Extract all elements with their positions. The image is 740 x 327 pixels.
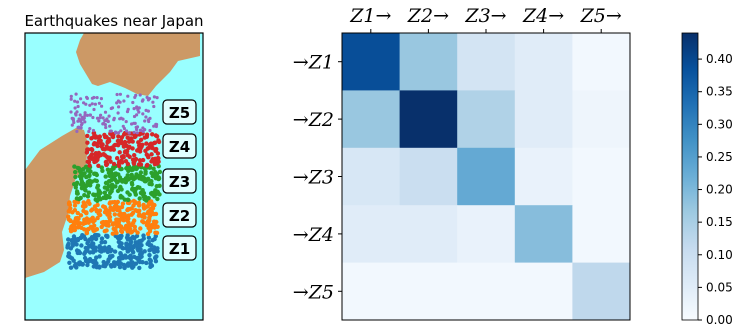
zone-label-box bbox=[162, 133, 197, 159]
zone-scatter bbox=[65, 92, 163, 271]
heatmap-cell-r4-c3 bbox=[457, 205, 516, 263]
zone-label-box bbox=[162, 235, 197, 261]
heatmap-cell-r2-c4 bbox=[514, 90, 573, 149]
zone-label-box bbox=[162, 202, 197, 228]
heatmap-cell-r2-c3 bbox=[457, 90, 516, 149]
map-land bbox=[25, 33, 200, 278]
heatmap-cell-r2-c5 bbox=[572, 90, 631, 149]
colorbar-tick-label: 0.05 bbox=[706, 280, 733, 294]
colorbar-tick-label: 0.00 bbox=[706, 313, 733, 327]
heatmap-cell-r3-c2 bbox=[399, 147, 458, 206]
heatmap-cell-r4-c5 bbox=[572, 205, 631, 263]
y-tick-label: →Z3 bbox=[293, 167, 334, 189]
zone-label: Z1 bbox=[169, 240, 190, 258]
x-tick-label: Z5→ bbox=[580, 5, 622, 27]
heatmap bbox=[341, 32, 631, 321]
heatmap-cell-r2-c1 bbox=[342, 90, 400, 149]
x-tick-label: Z1→ bbox=[349, 5, 391, 27]
map-title: Earthquakes near Japan bbox=[24, 12, 203, 30]
x-tick-label: Z2→ bbox=[407, 5, 449, 27]
colorbar-tick-label: 0.35 bbox=[706, 85, 733, 99]
zone-label: Z2 bbox=[169, 207, 190, 225]
heatmap-cell-r1-c4 bbox=[514, 33, 573, 91]
heatmap-cell-r1-c2 bbox=[399, 33, 458, 91]
map-panel: Z1 Z2 Z3 Z4 Z5 bbox=[24, 32, 204, 321]
heatmap-cell-r4-c4 bbox=[514, 205, 573, 263]
zone-label: Z5 bbox=[169, 104, 190, 122]
colorbar-tick-label: 0.25 bbox=[706, 150, 733, 164]
heatmap-cell-r3-c4 bbox=[514, 147, 573, 206]
heatmap-cell-r5-c2 bbox=[399, 262, 458, 321]
zone-labels: Z1 Z2 Z3 Z4 Z5 bbox=[162, 99, 197, 261]
colorbar bbox=[681, 32, 699, 321]
heatmap-cell-r3-c5 bbox=[572, 147, 631, 206]
heatmap-cell-r5-c3 bbox=[457, 262, 516, 321]
heatmap-cell-r2-c2 bbox=[399, 90, 458, 149]
map-frame bbox=[24, 32, 204, 321]
x-tick-label: Z4→ bbox=[522, 5, 564, 27]
colorbar-tick-label: 0.15 bbox=[706, 215, 733, 229]
heatmap-cell-r1-c1 bbox=[342, 33, 400, 91]
heatmap-cell-r1-c5 bbox=[572, 33, 631, 91]
colorbar-tick-label: 0.10 bbox=[706, 248, 733, 262]
heatmap-cell-r5-c4 bbox=[514, 262, 573, 321]
heatmap-cell-r3-c3 bbox=[457, 147, 516, 206]
x-tick-labels: Z1→ Z2→ Z3→ Z4→ Z5→ bbox=[349, 5, 622, 33]
colorbar-tick-label: 0.20 bbox=[706, 183, 733, 197]
heatmap-cell-r5-c1 bbox=[342, 262, 400, 321]
colorbar-tick-label: 0.30 bbox=[706, 117, 733, 131]
heatmap-cell-r5-c5 bbox=[572, 262, 631, 321]
zone-label: Z4 bbox=[169, 138, 190, 156]
y-tick-label: →Z1 bbox=[293, 52, 334, 74]
y-tick-label: →Z4 bbox=[293, 224, 334, 246]
x-tick-label: Z3→ bbox=[464, 5, 506, 27]
zone-label-box bbox=[162, 168, 197, 194]
heatmap-cell-r1-c3 bbox=[457, 33, 516, 91]
colorbar-tick-label: 0.40 bbox=[706, 52, 733, 66]
y-tick-labels: →Z1 →Z2 →Z3 →Z4 →Z5 bbox=[293, 52, 342, 303]
zone-label: Z3 bbox=[169, 173, 190, 191]
y-tick-label: →Z2 bbox=[293, 109, 334, 131]
y-tick-label: →Z5 bbox=[293, 281, 334, 303]
heatmap-cell-r3-c1 bbox=[342, 147, 400, 206]
zone-label-box bbox=[162, 99, 197, 125]
colorbar-ticks: 0.00 0.05 0.10 0.15 0.20 0.25 0.30 0.35 0.40 bbox=[698, 52, 733, 327]
heatmap-cell-r4-c2 bbox=[399, 205, 458, 263]
heatmap-cell-r4-c1 bbox=[342, 205, 400, 263]
